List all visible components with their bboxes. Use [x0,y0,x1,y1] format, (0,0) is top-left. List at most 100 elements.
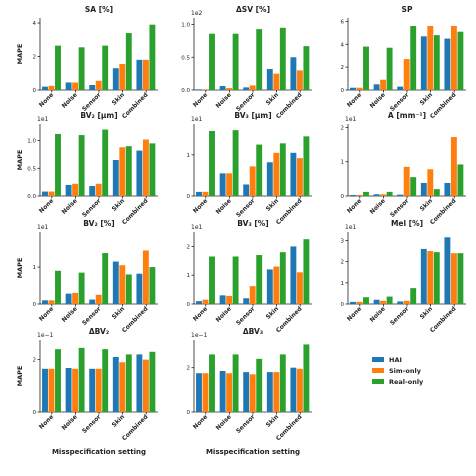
panel-title: ΔSV [%] [236,5,270,14]
bar [373,299,380,304]
bar [95,294,102,304]
bar [72,183,79,196]
bar [142,139,149,196]
x-tick-label: None [38,413,55,430]
x-axis-label: Misspecification setting [52,448,146,456]
y-tick-label: 0 [341,88,345,94]
bar [112,261,119,304]
legend-swatch [372,368,384,373]
bar [444,182,451,196]
bar [256,144,263,196]
bar [397,194,404,196]
y-axis-label: MAPE [16,150,24,171]
y-axis-label: MAPE [16,258,24,279]
panel-title: ΔBV₃ [243,327,263,336]
legend-label: Real-only [389,378,424,386]
y-tick-label: 1 [341,281,345,287]
y-tick-label: 1 [341,160,345,166]
x-tick-label: Skin [111,91,126,106]
x-tick-label: None [346,197,363,214]
bar [386,296,393,304]
bar [226,173,233,196]
bar [219,173,226,196]
bar [142,359,149,412]
bar [386,191,393,196]
bar [209,256,215,304]
bar [243,87,250,90]
bar [273,73,280,90]
bar [89,84,96,90]
x-tick-label: None [38,305,55,322]
y-axis-label: MAPE [16,366,24,387]
bar [243,184,250,196]
panel-title: SA [%] [85,5,113,14]
bar [78,47,85,90]
bar [249,286,256,304]
bar [196,191,202,196]
bar [226,295,233,304]
bar [136,150,143,196]
legend-swatch [372,379,384,384]
bar [95,80,102,90]
bar [142,59,149,90]
bar [450,253,457,304]
bar [450,137,457,196]
bar [433,35,440,90]
x-tick-label: Noise [215,197,233,215]
y-tick-label: 2 [187,244,191,250]
x-tick-label: Sensor [389,305,410,326]
x-tick-label: None [38,197,55,214]
bar [427,251,434,304]
bar [410,177,417,196]
bar [95,368,102,412]
x-tick-label: Sensor [81,305,102,326]
bar [290,246,297,304]
bar [219,86,226,90]
x-tick-label: Noise [369,305,387,323]
bar [232,130,239,196]
bar [273,372,280,412]
bar [420,36,427,90]
bar [363,297,369,304]
bar [136,273,143,304]
panel-title: ΔBV₂ [89,327,109,336]
axis-multiplier: 1e1 [191,116,203,123]
bar [142,250,149,304]
bar [89,368,96,412]
bar [112,357,119,412]
bar [232,256,239,304]
bar [273,266,280,304]
bar [457,164,464,196]
bar [427,169,434,196]
y-tick-label: 0 [341,302,345,308]
bar [303,46,310,90]
bar [279,27,286,90]
bar [72,292,79,304]
bar [119,265,126,304]
x-tick-label: Skin [265,413,280,428]
bar [296,368,303,412]
bar [102,349,109,412]
y-tick-label: 1.0 [27,139,36,145]
bar [226,88,233,90]
bar [290,367,297,412]
bar [42,86,48,90]
bar [125,146,132,196]
bar [249,166,256,196]
bar [427,26,434,90]
bar [65,184,72,196]
bar [78,347,85,412]
x-tick-label: Skin [419,197,434,212]
bar [209,354,215,412]
bar [296,70,303,90]
bar [196,301,202,304]
y-tick-label: 2 [33,55,37,61]
bar [149,24,156,91]
bar [350,87,356,90]
bar [273,152,280,196]
bar [102,45,109,90]
bar [356,87,363,90]
x-tick-label: Sensor [389,197,410,218]
